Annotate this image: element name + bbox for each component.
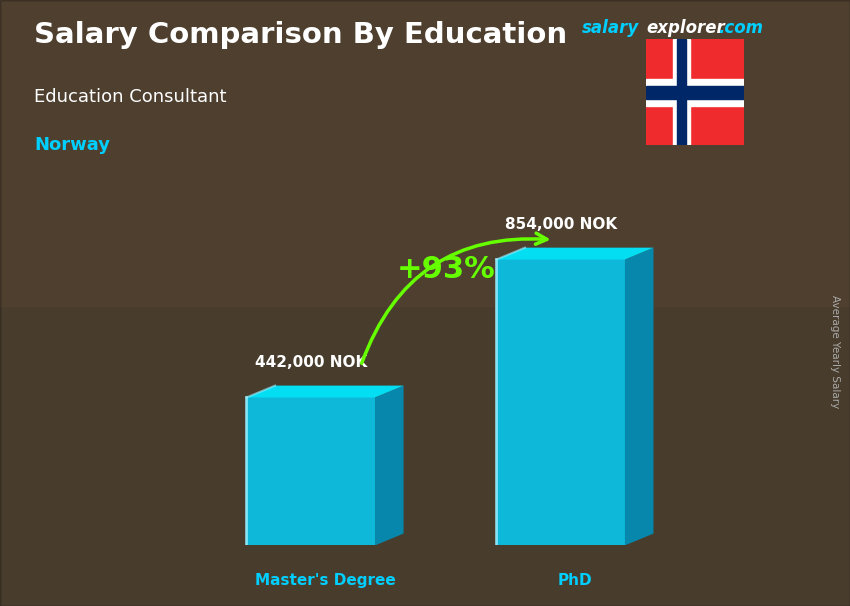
Bar — [0, 0, 850, 306]
Polygon shape — [246, 398, 375, 545]
Polygon shape — [496, 248, 654, 259]
Bar — [646, 79, 744, 105]
Bar — [672, 39, 690, 145]
Polygon shape — [246, 385, 404, 398]
Text: Education Consultant: Education Consultant — [34, 88, 226, 106]
Text: .com: .com — [718, 19, 763, 38]
Text: explorer: explorer — [646, 19, 725, 38]
Text: 442,000 NOK: 442,000 NOK — [255, 355, 367, 370]
Text: Salary Comparison By Education: Salary Comparison By Education — [34, 21, 567, 49]
Bar — [646, 86, 744, 99]
Polygon shape — [496, 259, 625, 545]
Polygon shape — [625, 248, 654, 545]
Text: Average Yearly Salary: Average Yearly Salary — [830, 295, 840, 408]
Text: 854,000 NOK: 854,000 NOK — [505, 217, 617, 232]
Text: +93%: +93% — [397, 255, 496, 284]
Text: PhD: PhD — [558, 573, 592, 588]
Polygon shape — [375, 385, 404, 545]
Text: salary: salary — [582, 19, 639, 38]
Bar — [677, 39, 686, 145]
Text: Norway: Norway — [34, 136, 110, 155]
Text: Master's Degree: Master's Degree — [255, 573, 395, 588]
